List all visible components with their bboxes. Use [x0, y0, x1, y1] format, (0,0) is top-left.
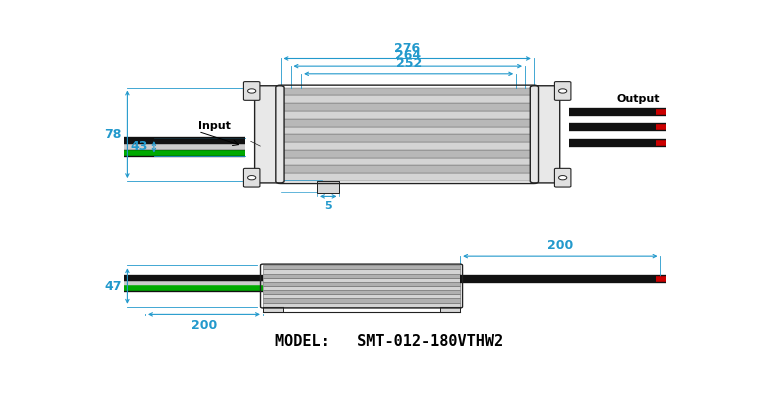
Bar: [263, 265, 461, 269]
Bar: [280, 150, 534, 158]
Text: 8: 8: [327, 181, 334, 191]
Text: 200: 200: [547, 240, 574, 252]
Bar: [280, 127, 534, 135]
Bar: [280, 142, 534, 150]
Bar: [263, 269, 461, 273]
Bar: [280, 166, 534, 173]
Bar: [317, 181, 340, 193]
Text: 264: 264: [394, 49, 421, 62]
Text: 78: 78: [104, 128, 122, 141]
Bar: [280, 158, 534, 166]
Text: 252: 252: [395, 57, 422, 70]
Bar: [280, 96, 534, 103]
Bar: [263, 286, 461, 290]
Circle shape: [248, 176, 256, 180]
Bar: [280, 111, 534, 119]
Bar: [263, 278, 461, 282]
FancyBboxPatch shape: [530, 86, 559, 183]
Bar: [263, 294, 461, 298]
Bar: [280, 135, 534, 142]
Text: 276: 276: [394, 42, 420, 55]
FancyBboxPatch shape: [243, 168, 260, 187]
Bar: [280, 173, 534, 181]
Bar: [280, 88, 534, 96]
FancyBboxPatch shape: [555, 82, 571, 100]
Bar: [263, 273, 461, 278]
Circle shape: [559, 89, 567, 93]
Text: 200: 200: [191, 319, 217, 332]
Circle shape: [248, 89, 256, 93]
Text: MODEL:   SMT-012-180VTHW2: MODEL: SMT-012-180VTHW2: [275, 334, 504, 349]
Bar: [280, 119, 534, 127]
Bar: [263, 302, 461, 307]
Bar: [263, 282, 461, 286]
Text: Output: Output: [617, 94, 660, 104]
Bar: [263, 290, 461, 294]
FancyBboxPatch shape: [555, 168, 571, 187]
FancyBboxPatch shape: [255, 86, 284, 183]
Bar: [280, 103, 534, 111]
Bar: [263, 307, 283, 312]
Text: 5: 5: [325, 201, 332, 211]
Bar: [439, 307, 461, 312]
Text: Input: Input: [198, 121, 231, 131]
Text: 47: 47: [104, 279, 122, 293]
Bar: [263, 298, 461, 302]
Text: 43: 43: [131, 140, 148, 153]
Circle shape: [559, 176, 567, 180]
FancyBboxPatch shape: [243, 82, 260, 100]
